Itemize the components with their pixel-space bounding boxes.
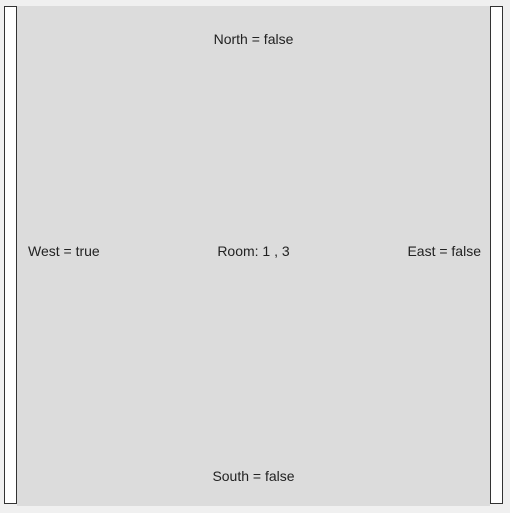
west-wall xyxy=(4,6,17,504)
room-panel: North = false West = true Room: 1 , 3 Ea… xyxy=(17,6,490,506)
north-door-status: North = false xyxy=(213,31,294,47)
west-door-status: West = true xyxy=(28,243,100,259)
east-wall xyxy=(490,6,503,504)
east-door-status: East = false xyxy=(407,243,481,259)
room-coordinates: Room: 1 , 3 xyxy=(217,243,290,259)
south-door-status: South = false xyxy=(212,468,295,484)
